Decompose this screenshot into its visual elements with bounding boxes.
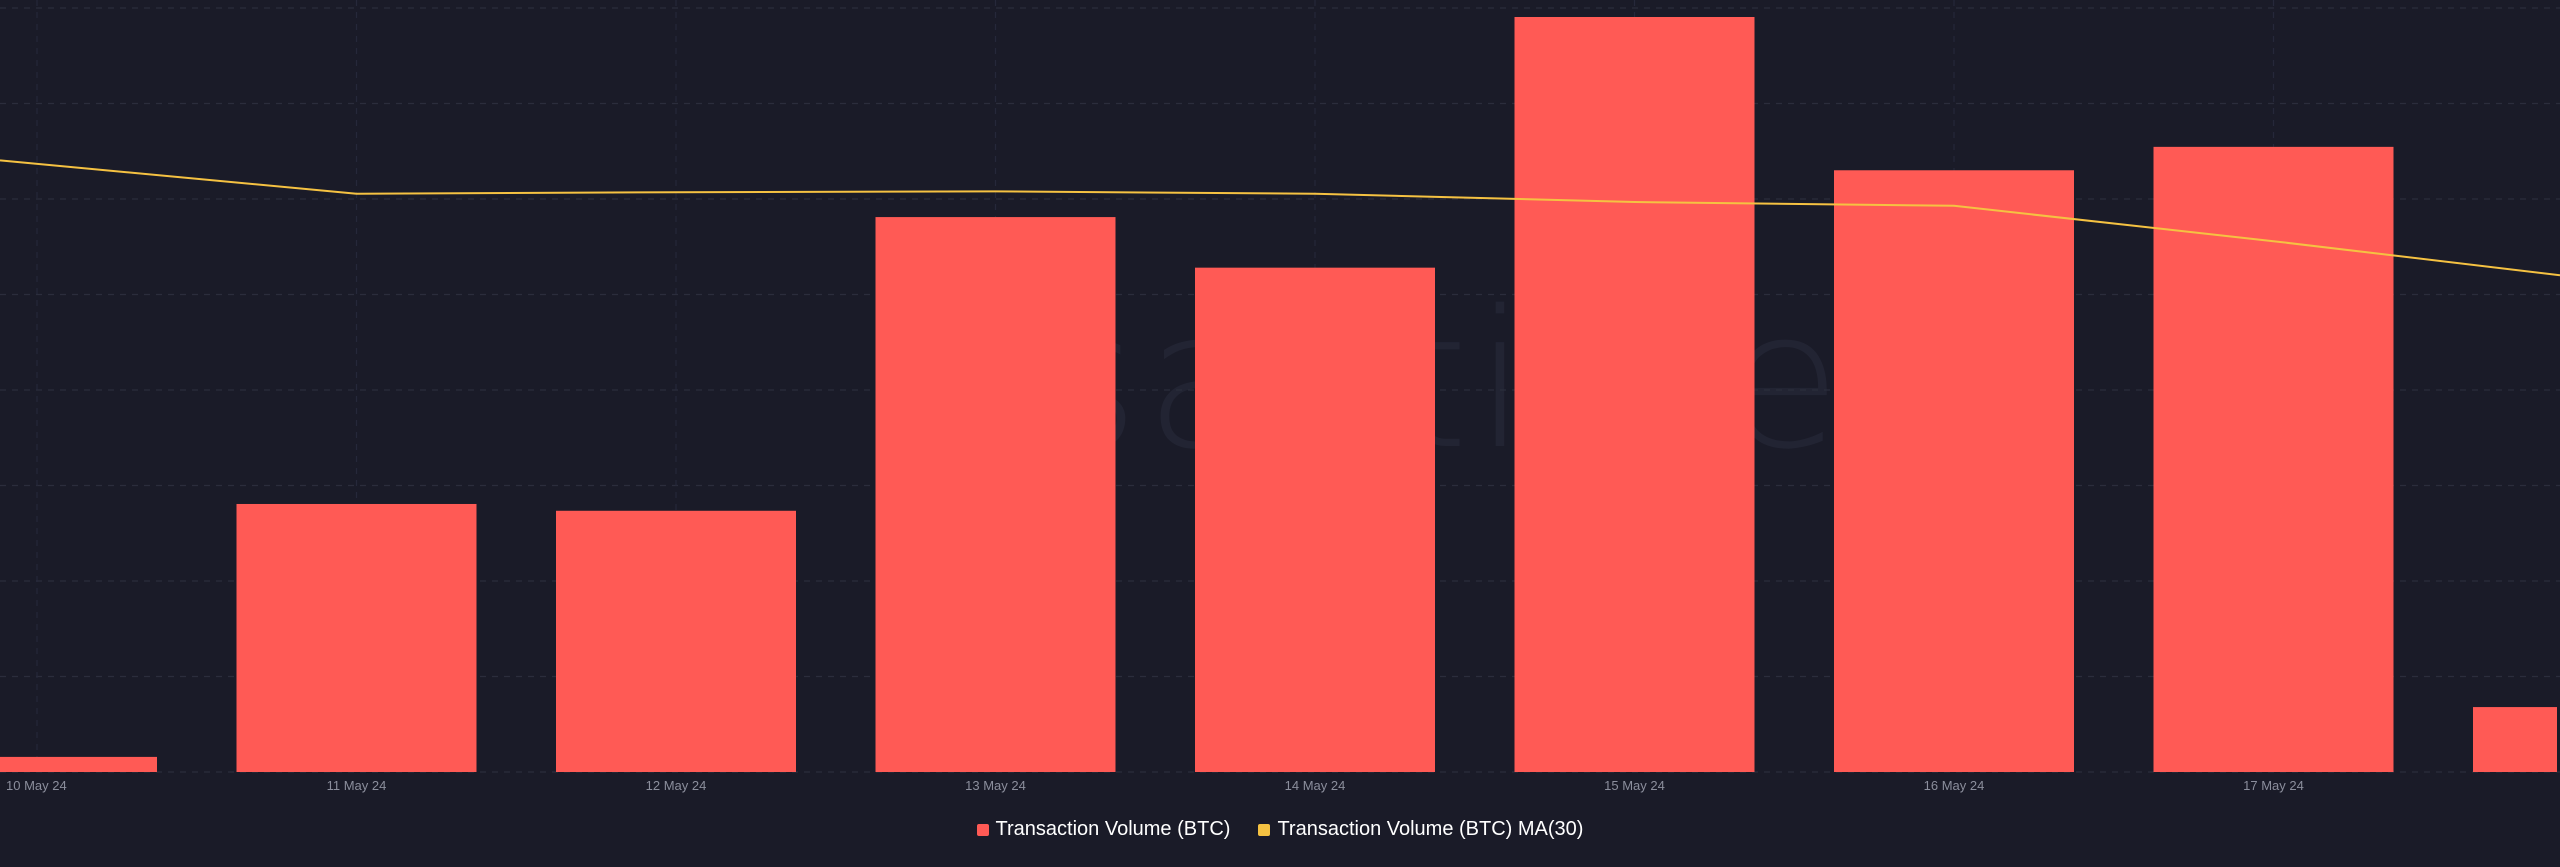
legend-label-volume: Transaction Volume (BTC) [995,818,1231,840]
legend-item-ma30[interactable]: Transaction Volume (BTC) MA(30) [1258,818,1583,841]
legend-item-volume[interactable]: Transaction Volume (BTC) [976,818,1231,841]
x-tick-label: 11 May 24 [327,778,387,793]
chart-legend: Transaction Volume (BTC) Transaction Vol… [0,818,2560,841]
legend-swatch-ma30 [1258,823,1271,836]
x-axis-ticks: 10 May 24 11 May 24 12 May 24 13 May 24 14 M… [6,778,2304,793]
x-tick-label: 10 May 24 [6,778,67,793]
ma30-line [0,159,2560,277]
x-tick-label: 12 May 24 [646,778,707,793]
bar-series [0,17,2557,773]
x-tick-label: 13 May 24 [965,778,1026,793]
x-tick-label: 16 May 24 [1924,778,1985,793]
bar[interactable] [556,510,796,772]
bar[interactable] [1514,17,1755,772]
x-tick-label: 15 May 24 [1604,778,1665,793]
bar[interactable] [0,756,157,772]
bar[interactable] [1195,267,1435,772]
bar[interactable] [2473,707,2557,772]
x-tick-label: 14 May 24 [1285,778,1346,793]
legend-label-ma30: Transaction Volume (BTC) MA(30) [1277,818,1584,840]
legend-swatch-volume [976,823,989,836]
bar[interactable] [875,217,1116,772]
bar[interactable] [236,503,477,772]
bar[interactable] [1834,170,2074,772]
ma-line-series [0,159,2560,277]
x-tick-label: 17 May 24 [2243,778,2304,793]
